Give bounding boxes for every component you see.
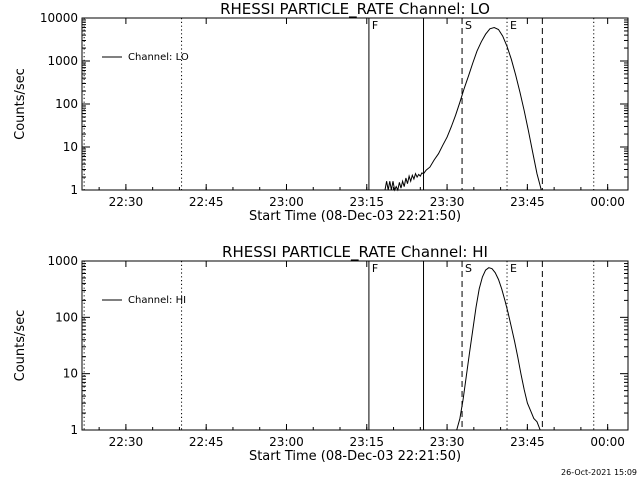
y-tick-label: 1000 bbox=[47, 54, 78, 68]
x-tick-label: 23:00 bbox=[269, 435, 304, 449]
x-tick-label: 23:45 bbox=[510, 435, 545, 449]
x-tick-label: 22:30 bbox=[109, 435, 144, 449]
y-tick-label: 1 bbox=[70, 423, 78, 437]
lo-channel-panel: RHESSI PARTICLE_RATE Channel: LO 22:30 22:… bbox=[13, 0, 629, 224]
legend-label: Channel: LO bbox=[128, 52, 189, 63]
x-tick-label: 23:15 bbox=[349, 195, 384, 209]
y-tick-label: 10 bbox=[63, 140, 78, 154]
x-tick-label: 00:00 bbox=[590, 195, 625, 209]
series-line bbox=[456, 267, 541, 431]
x-tick-label: 22:30 bbox=[109, 195, 144, 209]
marker-label-f: F bbox=[372, 262, 378, 275]
y-tick-label: 10000 bbox=[40, 11, 78, 25]
marker-label-e: E bbox=[510, 19, 517, 32]
x-tick-label: 23:45 bbox=[510, 195, 545, 209]
marker-label-s: S bbox=[465, 19, 472, 32]
y-tick-label: 100 bbox=[55, 97, 78, 111]
legend-label: Channel: HI bbox=[128, 295, 186, 306]
footer-timestamp: 26-Oct-2021 15:09 bbox=[561, 468, 637, 477]
y-tick-label: 1000 bbox=[47, 254, 78, 268]
hi-channel-panel: RHESSI PARTICLE_RATE Channel: HI 22:30 22:… bbox=[13, 243, 629, 464]
x-tick-label: 23:15 bbox=[349, 435, 384, 449]
plot-frame bbox=[81, 260, 629, 431]
chart-title: RHESSI PARTICLE_RATE Channel: HI bbox=[222, 243, 488, 262]
x-tick-label: 23:30 bbox=[430, 195, 465, 209]
marker-label-e: E bbox=[510, 262, 517, 275]
y-tick-label: 1 bbox=[70, 183, 78, 197]
x-tick-label: 22:45 bbox=[189, 195, 224, 209]
series-line bbox=[384, 26, 542, 192]
y-axis-label: Counts/sec bbox=[13, 310, 28, 382]
y-axis-label: Counts/sec bbox=[13, 68, 28, 140]
marker-label-s: S bbox=[465, 262, 472, 275]
x-axis-label: Start Time (08-Dec-03 22:21:50) bbox=[249, 209, 461, 224]
y-tick-label: 10 bbox=[63, 367, 78, 381]
x-axis-label: Start Time (08-Dec-03 22:21:50) bbox=[249, 449, 461, 464]
x-tick-label: 22:45 bbox=[189, 435, 224, 449]
marker-label-f: F bbox=[372, 19, 378, 32]
plot-frame bbox=[81, 17, 629, 191]
x-tick-label: 23:00 bbox=[269, 195, 304, 209]
x-tick-label: 00:00 bbox=[590, 435, 625, 449]
chart-title: RHESSI PARTICLE_RATE Channel: LO bbox=[220, 0, 490, 19]
y-tick-label: 100 bbox=[55, 310, 78, 324]
x-tick-label: 23:30 bbox=[430, 435, 465, 449]
